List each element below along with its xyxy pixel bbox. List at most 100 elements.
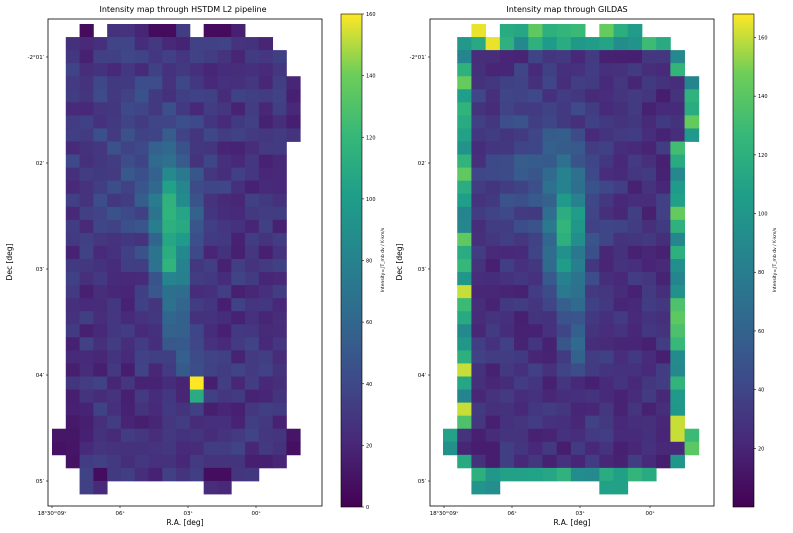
heatmap-cell [641,337,657,351]
heatmap-cell [656,311,671,325]
heatmap-cell [457,415,472,430]
heatmap-cell [93,298,108,312]
heatmap-cell [231,206,246,221]
heatmap-cell [627,37,643,51]
heatmap-cell [514,115,529,129]
heatmap-cell [599,167,614,182]
heatmap-cell [499,259,515,273]
left-colorbar: 0 20 40 60 80 100 120 140 160 Intensity=∫T_mb dv… [340,12,386,511]
heatmap-cell [599,50,614,64]
heatmap-cell [189,76,205,90]
heatmap-cell [189,154,205,169]
heatmap-cell [556,324,572,338]
heatmap-cell [585,76,600,90]
heatmap-cell [176,363,191,377]
heatmap-cell [203,350,218,364]
heatmap-cell [570,206,586,221]
heatmap-cell [148,50,163,64]
heatmap-cell [499,376,515,390]
heatmap-cell [570,337,586,351]
heatmap-cell [542,89,558,103]
heatmap-cell [471,76,487,90]
heatmap-cell [641,245,657,260]
heatmap-cell [570,37,586,51]
heatmap-cell [457,428,472,443]
heatmap-cell [641,376,657,390]
heatmap-cell [613,102,629,116]
heatmap-cell [120,272,136,286]
heatmap-cell [485,180,501,195]
heatmap-cell [514,141,529,155]
heatmap-cell [148,115,163,129]
heatmap-cell [656,415,671,430]
heatmap-cell [176,454,191,469]
heatmap-cell [231,363,246,377]
heatmap-cell [107,402,122,417]
heatmap-cell [485,428,501,443]
heatmap-cell [258,232,274,247]
right-colorbar: 20 40 60 80 100 120 140 160 Intensity=∫T_mb dv … [732,13,778,508]
heatmap-cell [570,154,586,169]
heatmap-cell [443,441,458,456]
heatmap-cell [189,402,205,417]
heatmap-cell [627,219,643,234]
heatmap-cell [176,141,191,155]
right-x-tick-label: 18ʰ30ᵐ09ˢ [430,510,459,517]
heatmap-cell [457,219,472,234]
heatmap-cell [79,232,94,247]
heatmap-cell [245,363,260,377]
heatmap-cell [93,63,108,77]
heatmap-cell [656,141,671,155]
heatmap-cell [670,272,685,286]
heatmap-cell [528,24,543,38]
heatmap-cell [599,102,614,116]
heatmap-cell [542,141,558,155]
heatmap-cell [120,115,136,129]
colorbar-tick-label: 120 [758,153,768,159]
heatmap-cell [148,376,163,390]
heatmap-cell [471,285,487,299]
heatmap-cell [542,180,558,195]
heatmap-cell [556,376,572,390]
colorbar-tick-label: 160 [758,35,768,41]
heatmap-cell [627,272,643,286]
heatmap-cell [585,141,600,155]
heatmap-cell [528,128,543,142]
heatmap-cell [457,285,472,299]
heatmap-cell [203,415,218,430]
heatmap-cell [485,376,501,390]
heatmap-cell [176,389,191,404]
heatmap-cell [258,141,274,155]
heatmap-cell [457,454,472,469]
heatmap-cell [627,350,643,364]
heatmap-cell [485,298,501,312]
heatmap-cell [457,389,472,404]
heatmap-cell [684,76,700,90]
heatmap-cell [217,389,232,404]
heatmap-cell [189,193,205,208]
heatmap-cell [613,363,629,377]
heatmap-cell [670,141,685,155]
heatmap-cell [471,24,487,38]
heatmap-cell [120,389,136,404]
heatmap-cell [599,376,614,390]
heatmap-cell [272,441,287,456]
heatmap-cell [65,102,80,116]
heatmap-cell [585,89,600,103]
heatmap-cell [656,324,671,338]
heatmap-cell [556,245,572,260]
heatmap-cell [203,428,218,443]
heatmap-cell [148,441,163,456]
heatmap-cell [134,454,149,469]
heatmap-cell [65,363,80,377]
heatmap-cell [148,219,163,234]
heatmap-cell [499,141,515,155]
heatmap-cell [203,167,218,182]
heatmap-cell [217,441,232,456]
heatmap-cell [148,206,163,221]
colorbar-tick-label: 120 [366,135,376,141]
heatmap-cell [542,324,558,338]
heatmap-cell [217,467,232,482]
heatmap-cell [656,115,671,129]
heatmap-cell [599,24,614,38]
